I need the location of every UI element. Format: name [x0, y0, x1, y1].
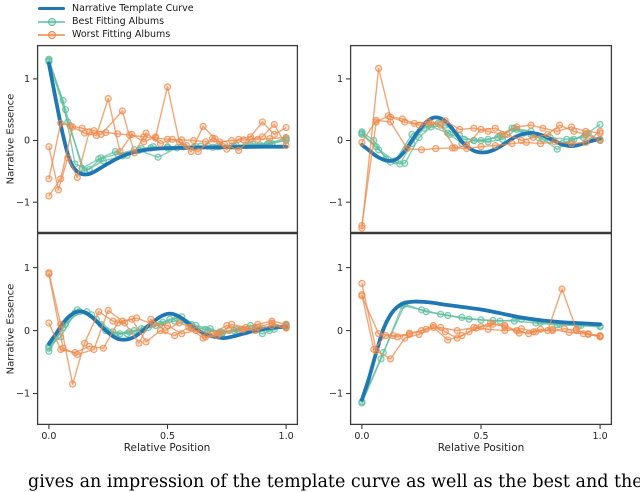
x-axis-label-left: Relative Position [123, 442, 211, 454]
svg-text:−1: −1 [16, 197, 30, 208]
svg-text:0: 0 [337, 136, 343, 147]
svg-text:0: 0 [337, 326, 343, 337]
panel-top-right: 1 0 −1 [329, 44, 613, 234]
svg-text:0.0: 0.0 [354, 431, 369, 442]
panel-bottom-right: 1 0 −1 0.0 0.5 1.0 [329, 232, 613, 442]
y-axis-label-bottom-row: Narrative Essence [5, 283, 17, 375]
svg-text:0: 0 [24, 326, 30, 337]
svg-text:1: 1 [24, 263, 30, 274]
svg-text:1: 1 [337, 74, 343, 85]
legend-item-worst: Worst Fitting Albums [38, 28, 194, 41]
best-line-marker-swatch [38, 17, 65, 27]
legend-label: Worst Fitting Albums [72, 29, 171, 40]
svg-text:−1: −1 [16, 389, 30, 400]
template-line-swatch [38, 4, 65, 14]
caption-cropped-text: gives an impression of the template curv… [28, 472, 640, 492]
y-axis-label-top-row: Narrative Essence [5, 93, 17, 185]
svg-text:0.0: 0.0 [41, 431, 56, 442]
svg-text:1: 1 [24, 74, 30, 85]
worst-line-marker-swatch [38, 30, 65, 40]
legend-item-template: Narrative Template Curve [38, 2, 194, 15]
svg-text:−1: −1 [329, 197, 343, 208]
panel-bottom-left: 1 0 −1 0.0 0.5 1.0 [16, 232, 299, 442]
figure: Narrative Template Curve Best Fitting Al… [5, 2, 640, 492]
svg-text:−1: −1 [329, 389, 343, 400]
x-axis-label-right: Relative Position [437, 442, 525, 454]
svg-text:1: 1 [337, 263, 343, 274]
svg-text:1.0: 1.0 [279, 431, 294, 442]
panel-top-left: 1 0 −1 [16, 44, 299, 234]
legend: Narrative Template Curve Best Fitting Al… [38, 2, 194, 41]
svg-text:0: 0 [24, 136, 30, 147]
legend-label: Narrative Template Curve [72, 3, 194, 14]
svg-text:1.0: 1.0 [593, 431, 608, 442]
legend-item-best: Best Fitting Albums [38, 15, 194, 28]
svg-text:0.5: 0.5 [160, 431, 175, 442]
legend-label: Best Fitting Albums [72, 16, 165, 27]
svg-text:0.5: 0.5 [473, 431, 488, 442]
